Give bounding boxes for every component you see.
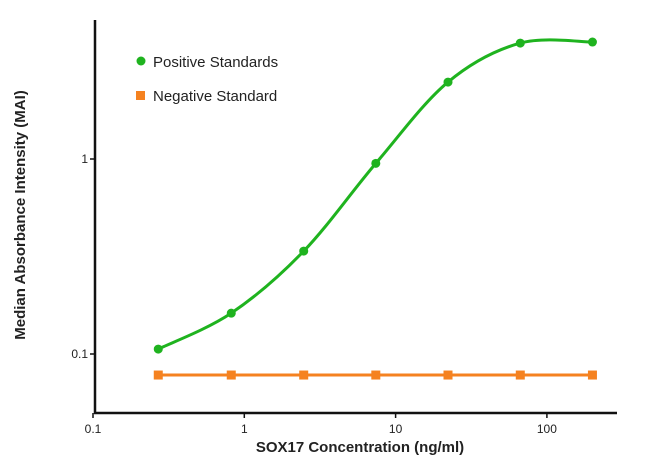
data-point-negative: [371, 370, 381, 380]
x-tick-label: 10: [389, 422, 403, 436]
data-point-positive: [226, 308, 236, 318]
data-point-positive: [371, 158, 381, 168]
data-point-negative: [226, 370, 236, 380]
y-axis-label: Median Absorbance Intensity (MAI): [12, 90, 29, 339]
data-point-positive: [515, 38, 525, 48]
data-point-negative: [299, 370, 309, 380]
data-point-negative: [587, 370, 597, 380]
legend-label-positive: Positive Standards: [153, 54, 278, 71]
x-axis-label: SOX17 Concentration (ng/ml): [256, 439, 464, 456]
y-tick-label: 1: [81, 152, 88, 166]
data-point-negative: [515, 370, 525, 380]
legend-marker-negative: [136, 91, 145, 100]
data-point-negative: [443, 370, 453, 380]
series-line-0: [157, 38, 593, 351]
data-point-positive: [587, 37, 597, 47]
legend-marker-positive: [136, 56, 146, 66]
data-point-positive: [153, 344, 163, 354]
y-tick-label: 0.1: [71, 347, 88, 361]
legend-label-negative: Negative Standard: [153, 88, 277, 105]
data-point-positive: [443, 77, 453, 87]
legend: Positive Standards Negative Standard: [136, 54, 278, 105]
x-tick-label: 100: [537, 422, 557, 436]
data-point-positive: [299, 246, 309, 256]
x-tick-label: 0.1: [85, 422, 102, 436]
data-point-negative: [153, 370, 163, 380]
x-tick-label: 1: [241, 422, 248, 436]
